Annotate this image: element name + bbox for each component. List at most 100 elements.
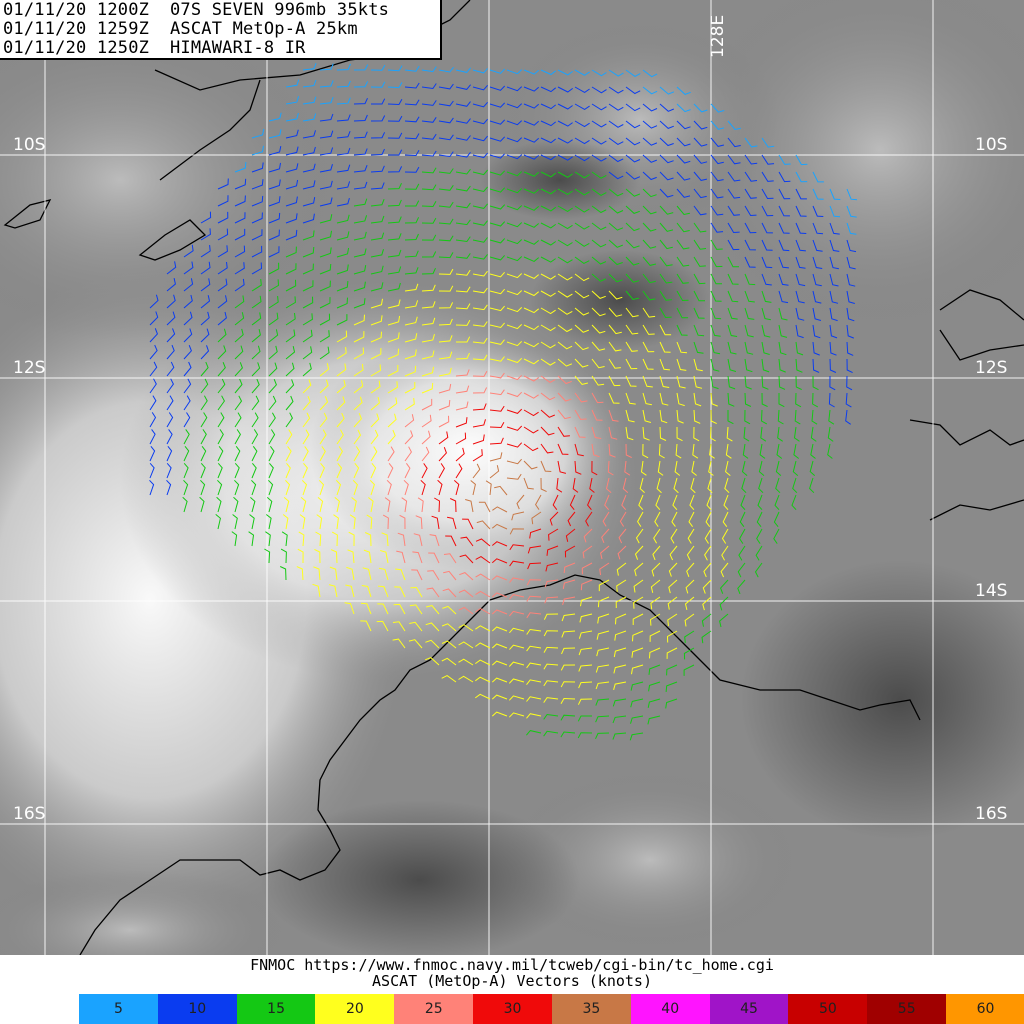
wind-barb — [642, 307, 656, 318]
wind-barb — [387, 299, 401, 309]
wind-barb — [563, 562, 576, 574]
wind-barb — [472, 403, 487, 411]
wind-barb — [540, 205, 556, 212]
wind-barb — [829, 324, 838, 339]
wind-barb — [279, 566, 287, 581]
wind-barb — [625, 154, 641, 163]
wind-barb — [361, 585, 372, 598]
wind-barb — [353, 114, 368, 122]
wind-barb — [285, 296, 296, 309]
wind-barb — [421, 350, 435, 360]
wind-barb — [557, 443, 569, 455]
wind-barb — [757, 494, 763, 511]
wind-barb — [704, 545, 712, 561]
wind-barb — [557, 358, 573, 367]
wind-barb — [523, 273, 540, 279]
wind-barb — [523, 477, 534, 490]
wind-barb — [366, 514, 373, 530]
wind-barb — [710, 137, 725, 147]
wind-barb — [621, 494, 627, 511]
wind-barb — [370, 265, 384, 275]
wind-barb — [353, 215, 368, 224]
wind-barb — [316, 514, 323, 530]
wind-barb — [438, 201, 454, 208]
wind-barb — [491, 592, 508, 598]
wind-barb — [217, 261, 228, 275]
wind-barb — [578, 647, 593, 656]
wind-barb — [166, 294, 176, 309]
colorbar-cell-15: 15 — [236, 994, 316, 1024]
wind-barb — [411, 569, 423, 581]
wind-barb — [709, 443, 715, 459]
wind-barb — [744, 358, 753, 373]
wind-barb — [489, 452, 503, 462]
wind-barb — [591, 358, 605, 369]
wind-barb — [455, 447, 465, 462]
wind-barb — [710, 273, 722, 285]
wind-barb — [285, 112, 299, 122]
wind-barb — [438, 431, 449, 445]
wind-barb — [638, 494, 644, 511]
wind-barb — [217, 462, 223, 479]
wind-barb — [421, 184, 437, 191]
wind-barb — [455, 135, 471, 141]
wind-barb — [200, 261, 211, 275]
wind-barb — [608, 409, 619, 422]
wind-barb — [642, 120, 658, 129]
wind-barb — [625, 443, 632, 459]
wind-barb — [721, 528, 729, 544]
wind-barb — [761, 375, 769, 390]
wind-barb — [523, 290, 540, 297]
map-canvas — [0, 0, 1024, 955]
wind-barb — [456, 336, 471, 343]
wind-barb — [302, 396, 311, 411]
satellite-map: 01/11/20 1200Z 07S SEVEN 996mb 35kts 01/… — [0, 0, 1024, 955]
wind-barb — [458, 658, 474, 666]
wind-barb — [701, 613, 712, 627]
wind-barb — [404, 414, 415, 428]
wind-barb — [489, 85, 506, 91]
wind-barb — [369, 479, 375, 496]
wind-barb — [625, 86, 641, 95]
wind-barb — [761, 358, 770, 373]
wind-barb — [630, 681, 644, 691]
wind-barb — [434, 497, 441, 513]
wind-barb — [591, 392, 604, 404]
wind-barb — [183, 361, 192, 377]
wind-barb — [476, 520, 491, 530]
wind-barb — [657, 460, 664, 476]
wind-barb — [489, 255, 505, 261]
wind-barb — [668, 562, 678, 577]
wind-barb — [744, 324, 754, 338]
wind-barb — [506, 391, 523, 398]
wind-barb — [659, 86, 675, 95]
wind-barb — [591, 86, 607, 94]
wind-barb — [472, 287, 488, 294]
wind-barb — [577, 732, 593, 739]
wind-barb — [557, 341, 573, 350]
wind-barb — [233, 496, 239, 513]
wind-barb — [693, 239, 707, 250]
wind-barb — [251, 128, 265, 139]
wind-barb — [200, 245, 211, 258]
wind-barb — [403, 479, 409, 496]
wind-barb — [217, 178, 229, 190]
wind-barb — [200, 479, 206, 496]
wind-barb — [378, 567, 389, 581]
wind-barb — [829, 290, 839, 304]
wind-barb — [761, 154, 775, 165]
wind-barb — [387, 82, 403, 89]
wind-barb — [540, 358, 556, 366]
wind-barb — [506, 239, 523, 245]
wind-barb — [642, 222, 657, 232]
wind-barb — [707, 477, 713, 494]
wind-barb — [659, 154, 674, 164]
wind-barb — [625, 307, 639, 318]
wind-barb — [217, 445, 224, 462]
wind-barb — [491, 541, 508, 547]
wind-barb — [659, 222, 674, 232]
wind-barb — [387, 462, 394, 479]
wind-barb — [319, 97, 334, 105]
wind-barb — [313, 566, 321, 581]
wind-barb — [649, 647, 661, 659]
